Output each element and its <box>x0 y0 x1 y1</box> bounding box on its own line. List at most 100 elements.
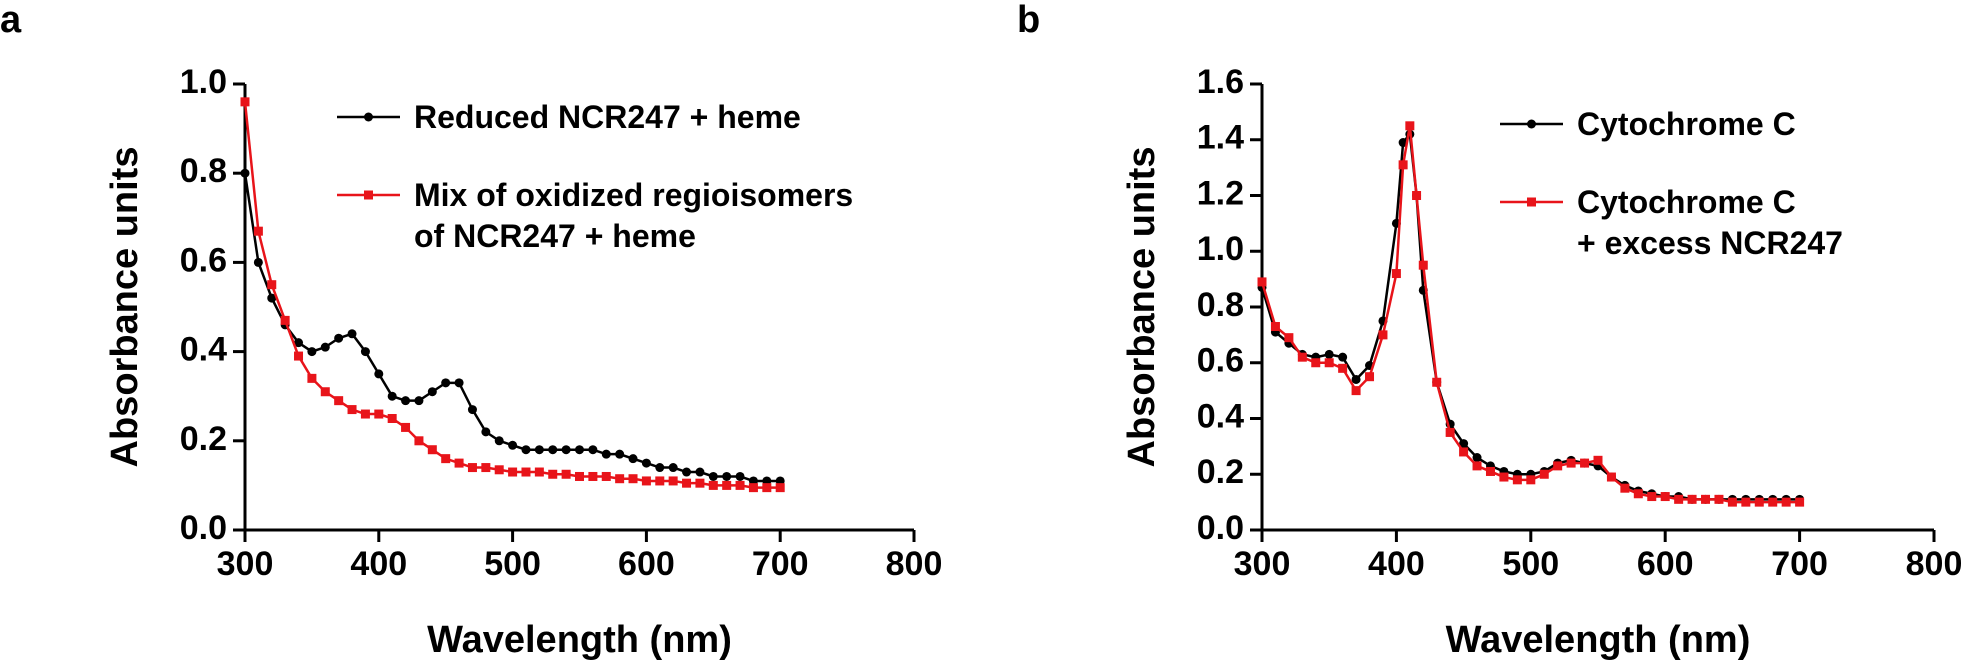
marker <box>641 458 651 468</box>
marker <box>454 458 464 468</box>
marker <box>521 467 531 477</box>
marker <box>628 454 638 464</box>
marker <box>1297 352 1307 362</box>
y-tick-label: 0.0 <box>1197 509 1244 547</box>
marker <box>1580 458 1590 468</box>
marker <box>534 467 544 477</box>
marker <box>1391 269 1401 279</box>
marker <box>441 454 451 464</box>
marker <box>601 449 611 459</box>
marker <box>387 414 397 423</box>
marker <box>521 445 531 455</box>
marker <box>1378 330 1388 340</box>
y-tick-label: 0.2 <box>180 420 227 458</box>
marker <box>1768 497 1778 507</box>
marker <box>775 483 785 493</box>
marker <box>601 471 611 481</box>
marker <box>1526 475 1536 485</box>
legend-marker <box>364 190 373 200</box>
legend-marker <box>364 112 373 122</box>
x-tick-label: 700 <box>752 545 809 583</box>
marker <box>1405 121 1415 131</box>
marker <box>1338 352 1348 362</box>
marker <box>1284 333 1294 343</box>
series-line <box>243 101 781 489</box>
marker <box>762 483 772 493</box>
y-tick-label: 0.6 <box>1197 342 1244 380</box>
marker <box>561 469 571 479</box>
marker <box>588 445 598 455</box>
marker <box>427 445 437 455</box>
marker <box>1674 494 1684 504</box>
marker <box>307 373 317 383</box>
marker <box>575 445 584 455</box>
marker <box>575 471 584 481</box>
x-axis-label: Wavelength (nm) <box>427 619 732 661</box>
marker <box>441 378 451 388</box>
marker <box>641 476 651 486</box>
marker <box>722 480 732 490</box>
marker <box>253 257 263 267</box>
y-axis-label: Absorbance units <box>1121 147 1163 468</box>
y-tick-label: 0.4 <box>1197 397 1244 435</box>
marker <box>735 471 745 481</box>
marker <box>722 471 732 481</box>
marker <box>548 469 558 479</box>
marker <box>1338 363 1348 373</box>
marker <box>1351 374 1361 384</box>
legend-marker <box>1527 197 1536 207</box>
marker <box>347 405 357 415</box>
marker <box>1499 472 1509 482</box>
marker <box>320 387 330 397</box>
y-tick-label: 1.6 <box>1197 63 1244 101</box>
marker <box>1727 497 1737 507</box>
marker <box>253 226 263 236</box>
marker <box>655 463 665 473</box>
marker <box>294 338 304 348</box>
marker <box>401 396 411 406</box>
x-axis-label: Wavelength (nm) <box>1446 619 1751 661</box>
marker <box>1311 358 1321 368</box>
marker <box>1412 191 1422 200</box>
marker <box>588 471 598 481</box>
marker <box>708 480 718 490</box>
marker <box>481 463 491 473</box>
marker <box>1257 277 1267 287</box>
marker <box>615 474 625 484</box>
marker <box>1795 497 1805 507</box>
marker <box>1566 458 1576 468</box>
marker <box>347 329 357 339</box>
panel-label: b <box>1017 0 1040 41</box>
marker <box>427 387 437 397</box>
y-tick-label: 0.6 <box>180 241 227 279</box>
marker <box>494 465 504 475</box>
marker <box>682 467 692 477</box>
marker <box>280 315 290 325</box>
x-tick-label: 500 <box>1502 545 1559 583</box>
x-tick-label: 500 <box>484 545 541 583</box>
marker <box>334 333 344 343</box>
marker <box>1593 455 1603 465</box>
marker <box>1324 358 1334 368</box>
marker <box>494 436 504 446</box>
marker <box>1687 494 1697 504</box>
marker <box>1445 427 1455 437</box>
marker <box>1324 349 1334 359</box>
marker <box>1270 322 1280 332</box>
marker <box>1472 453 1482 463</box>
marker <box>1701 494 1711 504</box>
marker <box>1660 492 1670 502</box>
y-tick-label: 0.4 <box>180 331 227 369</box>
y-tick-label: 1.0 <box>180 63 227 101</box>
marker <box>682 478 692 488</box>
marker <box>267 293 277 303</box>
marker <box>508 440 518 450</box>
x-tick-label: 400 <box>1368 545 1425 583</box>
x-tick-label: 300 <box>217 545 274 583</box>
marker <box>668 476 678 486</box>
marker <box>655 476 665 486</box>
marker <box>735 480 745 490</box>
marker <box>467 463 477 473</box>
